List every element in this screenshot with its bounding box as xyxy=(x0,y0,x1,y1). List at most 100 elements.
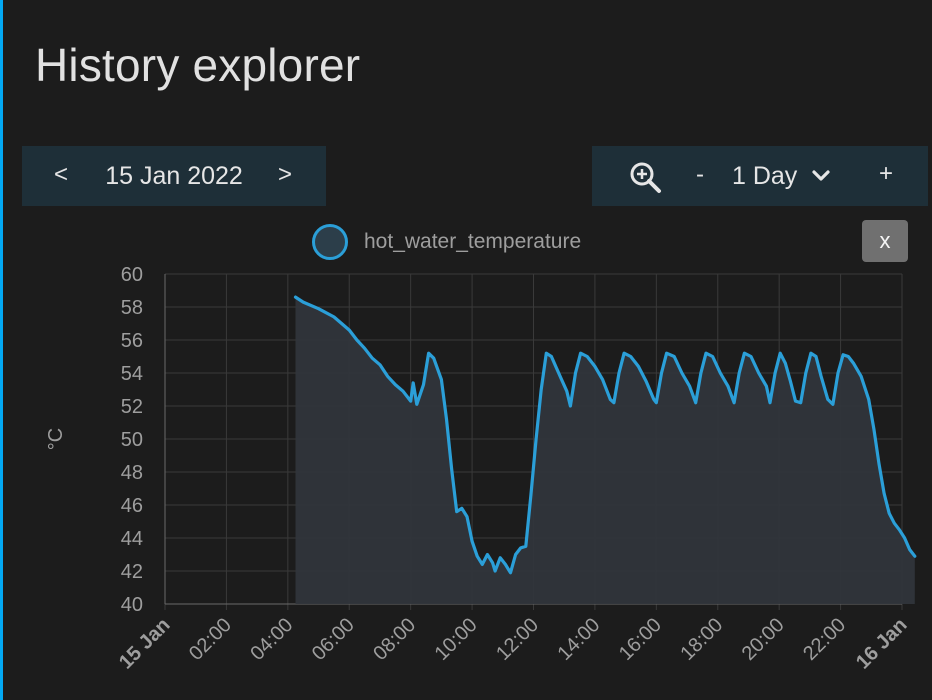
data-point xyxy=(660,371,663,374)
data-point xyxy=(491,561,494,564)
zoom-in-button[interactable]: + xyxy=(879,160,894,187)
data-point xyxy=(673,355,676,358)
data-point xyxy=(540,388,543,391)
data-point xyxy=(609,398,612,401)
data-point xyxy=(481,563,484,566)
data-point xyxy=(629,355,632,358)
data-point xyxy=(486,553,489,556)
data-point xyxy=(348,329,351,332)
date-label[interactable]: 15 Jan 2022 xyxy=(105,162,243,190)
data-point xyxy=(711,355,714,358)
legend-label: hot_water_temperature xyxy=(364,230,582,253)
data-point xyxy=(765,385,768,388)
left-accent-bar xyxy=(0,0,3,700)
data-point xyxy=(432,357,435,360)
data-point xyxy=(774,371,777,374)
data-point xyxy=(363,347,366,350)
series-line xyxy=(293,295,917,575)
data-point xyxy=(784,362,787,365)
x-tick-label: 20:00 xyxy=(738,614,789,665)
data-point xyxy=(738,371,741,374)
y-tick-label: 44 xyxy=(121,528,143,550)
data-point xyxy=(842,353,845,356)
data-point xyxy=(847,355,850,358)
data-point xyxy=(504,563,507,566)
data-point xyxy=(757,371,760,374)
data-point xyxy=(445,418,448,421)
data-point xyxy=(593,365,596,368)
data-point xyxy=(332,315,335,318)
x-tick-label: 10:00 xyxy=(431,614,482,665)
data-point xyxy=(579,352,582,355)
chart-legend-item[interactable]: hot_water_temperature xyxy=(312,224,581,260)
data-point xyxy=(860,375,863,378)
next-date-button[interactable]: > xyxy=(278,161,293,188)
x-tick-label: 14:00 xyxy=(553,614,604,665)
previous-date-button[interactable]: < xyxy=(54,161,69,188)
data-point xyxy=(749,355,752,358)
data-point xyxy=(499,556,502,559)
data-point xyxy=(680,371,683,374)
data-point xyxy=(471,540,474,543)
x-tick-label: 16 Jan xyxy=(852,614,912,674)
data-point xyxy=(514,553,517,556)
data-point xyxy=(623,352,626,355)
y-tick-label: 48 xyxy=(121,462,143,484)
data-point xyxy=(401,390,404,393)
data-point xyxy=(804,371,807,374)
data-point xyxy=(779,352,782,355)
data-point xyxy=(494,569,497,572)
x-tick-label: 15 Jan xyxy=(115,614,175,674)
x-tick-label: 12:00 xyxy=(492,614,543,665)
y-axis-label: °C xyxy=(45,428,67,450)
x-tick-label: 08:00 xyxy=(369,614,420,665)
data-point xyxy=(545,352,548,355)
data-point xyxy=(601,378,604,381)
date-navigator: < 15 Jan 2022 > xyxy=(22,146,326,206)
data-point xyxy=(877,462,880,465)
data-point xyxy=(704,352,707,355)
data-point xyxy=(826,398,829,401)
data-point xyxy=(883,492,886,495)
data-point xyxy=(317,307,320,310)
x-tick-label: 02:00 xyxy=(185,614,236,665)
data-point xyxy=(726,385,729,388)
data-point xyxy=(460,507,463,510)
data-point xyxy=(302,301,305,304)
data-point xyxy=(814,355,817,358)
data-point xyxy=(852,362,855,365)
data-point xyxy=(378,363,381,366)
data-point xyxy=(831,403,834,406)
y-tick-label: 50 xyxy=(121,429,143,451)
data-point xyxy=(789,380,792,383)
zoom-out-button[interactable]: - xyxy=(696,161,704,188)
data-point xyxy=(586,355,589,358)
y-tick-label: 58 xyxy=(121,297,143,319)
data-point xyxy=(652,398,655,401)
data-point xyxy=(913,555,916,558)
x-tick-label: 04:00 xyxy=(246,614,297,665)
data-point xyxy=(465,515,468,518)
data-point xyxy=(440,378,443,381)
data-point xyxy=(719,371,722,374)
data-point xyxy=(509,571,512,574)
zoom-in-icon[interactable] xyxy=(628,160,664,196)
data-point xyxy=(574,371,577,374)
data-point xyxy=(893,522,896,525)
data-point xyxy=(694,401,697,404)
data-point xyxy=(820,375,823,378)
data-point xyxy=(908,548,911,551)
x-tick-label: 06:00 xyxy=(308,614,359,665)
data-point xyxy=(872,428,875,431)
legend-swatch xyxy=(312,224,348,260)
data-point xyxy=(294,296,297,299)
x-tick-label: 16:00 xyxy=(615,614,666,665)
data-point xyxy=(529,494,532,497)
range-select[interactable]: 1 Day xyxy=(732,158,831,194)
close-button[interactable]: x xyxy=(862,220,908,262)
y-tick-label: 40 xyxy=(121,594,143,616)
data-point xyxy=(427,352,430,355)
data-point xyxy=(836,371,839,374)
data-point xyxy=(888,512,891,515)
data-point xyxy=(371,357,374,360)
